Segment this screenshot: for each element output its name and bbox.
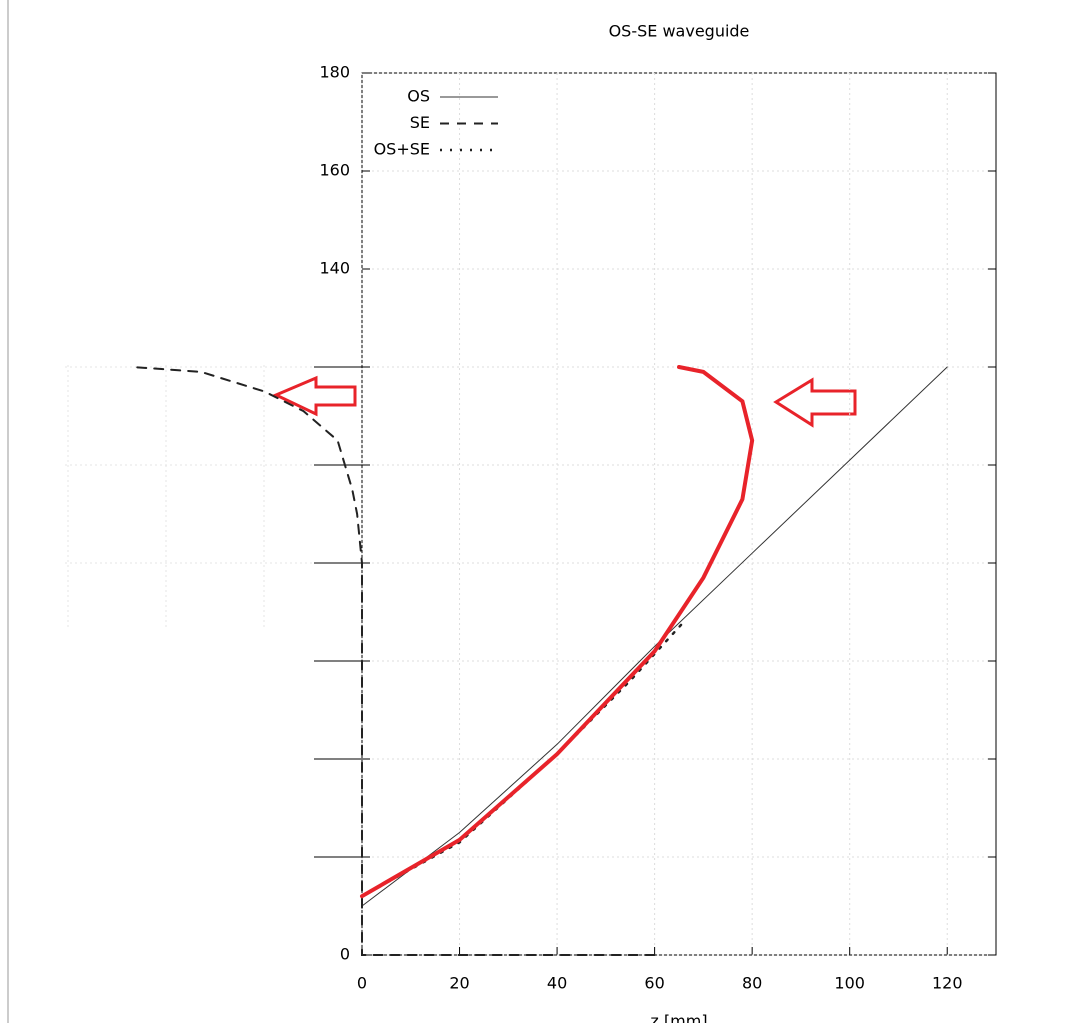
- annotation-arrow: [773, 377, 857, 428]
- series-line: [131, 366, 656, 956]
- y-tick-label: 180: [319, 63, 350, 82]
- plot-area: [361, 72, 997, 956]
- x-tick-label: 60: [644, 974, 664, 993]
- y-tick-label: 160: [319, 161, 350, 180]
- x-tick-label: 80: [742, 974, 762, 993]
- x-axis-label: z [mm]: [650, 1012, 707, 1024]
- x-tick-label: 40: [547, 974, 567, 993]
- series-line: [360, 365, 755, 899]
- series-line: [361, 366, 948, 907]
- x-tick-label: 0: [357, 974, 367, 993]
- legend-label: SE: [410, 113, 430, 132]
- chart-title: OS-SE waveguide: [609, 22, 750, 41]
- faint-left-grid: [65, 365, 362, 630]
- y-tick-label: 0: [340, 945, 350, 964]
- x-tick-label: 120: [932, 974, 963, 993]
- legend-label: OS: [407, 87, 430, 106]
- legend-label: OS+SE: [374, 140, 430, 159]
- annotation-arrow: [272, 375, 357, 417]
- x-tick-label: 20: [449, 974, 469, 993]
- y-tick-label: 140: [319, 259, 350, 278]
- x-tick-label: 100: [834, 974, 865, 993]
